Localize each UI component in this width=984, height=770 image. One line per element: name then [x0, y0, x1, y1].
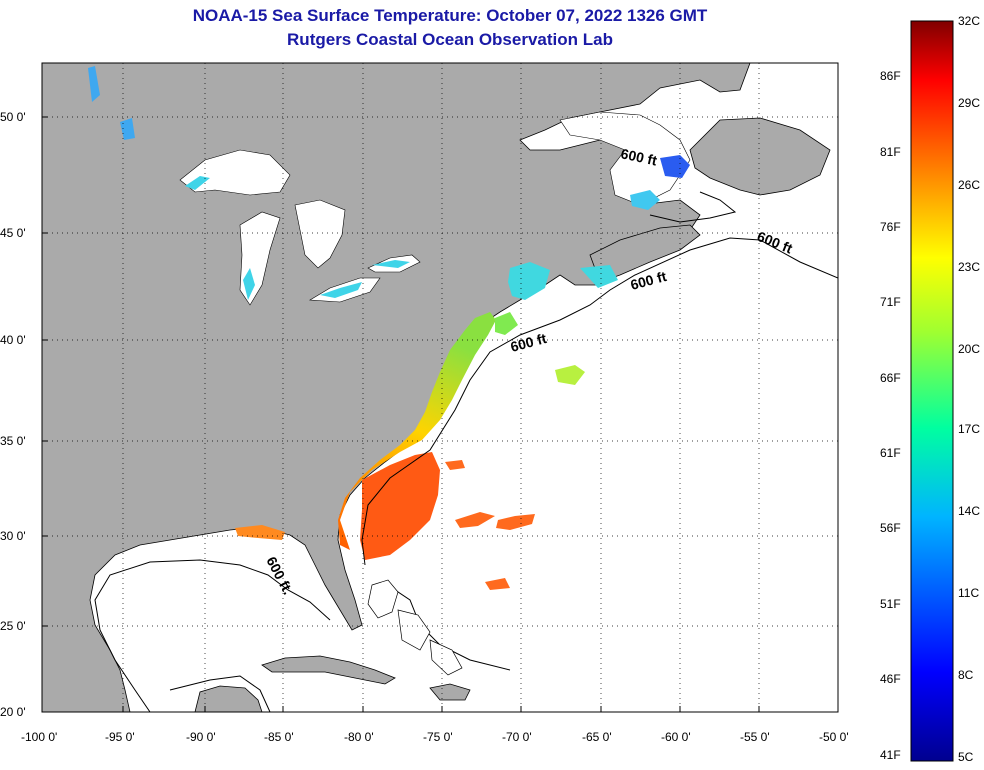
colorbar-fahrenheit-label: 56F	[880, 521, 901, 535]
cuba	[261, 655, 396, 685]
colorbar-celsius-label: 26C	[958, 178, 981, 192]
lon-label: -100 0'	[21, 730, 58, 744]
colorbar-celsius-label: 23C	[958, 260, 981, 274]
colorbar-celsius-label: 20C	[958, 342, 981, 356]
colorbar-fahrenheit-label: 66F	[880, 371, 901, 385]
lon-label: -80 0'	[344, 730, 374, 744]
lon-label: -65 0'	[582, 730, 612, 744]
frame-ticks	[42, 116, 760, 712]
newfoundland	[689, 117, 831, 196]
lon-label: -50 0'	[819, 730, 849, 744]
colorbar-fahrenheit-label: 86F	[880, 69, 901, 83]
lon-label: -95 0'	[105, 730, 135, 744]
lat-label: 30 0'	[0, 529, 26, 543]
graticule	[42, 63, 838, 712]
colorbar-celsius-label: 32C	[958, 14, 981, 28]
colorbar-fahrenheit-label: 51F	[880, 597, 901, 611]
lon-label: -70 0'	[502, 730, 532, 744]
great-lakes	[179, 149, 421, 306]
colorbar-celsius-label: 5C	[958, 750, 974, 764]
colorbar-celsius-label: 11C	[958, 586, 980, 600]
colorbar-fahrenheit-label: 61F	[880, 446, 901, 460]
colorbar-fahrenheit-label: 41F	[880, 748, 901, 762]
lat-label: 25 0'	[0, 619, 26, 633]
colorbar-celsius-label: 17C	[958, 422, 981, 436]
lon-label: -90 0'	[186, 730, 216, 744]
lon-label: -60 0'	[661, 730, 691, 744]
isobath-label: 600 ft	[619, 145, 658, 168]
colorbar-fahrenheit-label: 46F	[880, 672, 901, 686]
map-subtitle: Rutgers Coastal Ocean Observation Lab	[287, 30, 613, 49]
lon-label: -85 0'	[264, 730, 294, 744]
colorbar-celsius-label: 14C	[958, 504, 981, 518]
lat-label: 20 0'	[0, 705, 26, 719]
bahamas	[367, 579, 463, 676]
lat-label: 40 0'	[0, 333, 26, 347]
map-frame	[41, 62, 839, 713]
colorbar-fahrenheit-label: 71F	[880, 295, 901, 309]
hispaniola	[429, 683, 471, 701]
lat-label: 50 0'	[0, 110, 26, 124]
colorbar	[910, 20, 954, 762]
lon-label: -75 0'	[423, 730, 453, 744]
colorbar-fahrenheit-label: 76F	[880, 220, 901, 234]
lat-label: 35 0'	[0, 434, 26, 448]
yucatan	[194, 685, 263, 712]
lon-label: -55 0'	[740, 730, 770, 744]
colorbar-celsius-label: 29C	[958, 96, 981, 110]
sst-data	[88, 66, 690, 590]
lat-label: 45 0'	[0, 226, 26, 240]
colorbar-fahrenheit-label: 81F	[880, 145, 901, 159]
map-title: NOAA-15 Sea Surface Temperature: October…	[192, 6, 708, 25]
colorbar-celsius-label: 8C	[958, 668, 974, 682]
